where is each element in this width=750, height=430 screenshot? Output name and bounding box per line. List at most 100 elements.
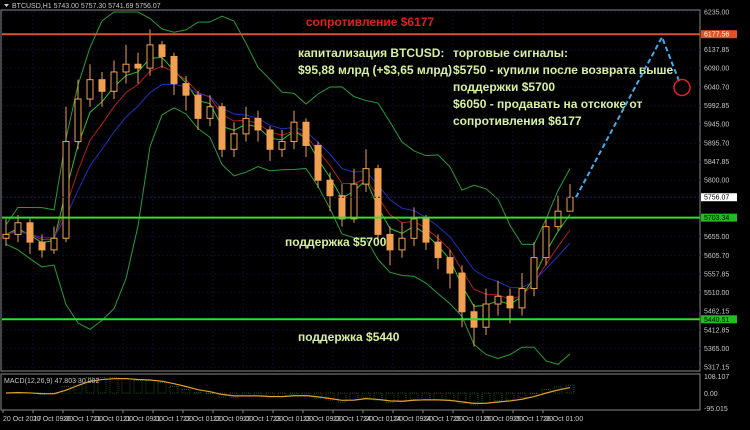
macd-histogram-bar bbox=[445, 392, 455, 402]
macd-histogram-bar bbox=[565, 384, 575, 394]
candle-body bbox=[446, 257, 454, 274]
levels bbox=[2, 33, 700, 321]
macd-histogram-bar bbox=[157, 382, 167, 394]
ma-red bbox=[5, 65, 571, 300]
main-panel-frame bbox=[0, 9, 701, 372]
time-tick-label: 25 Oct 17:00 bbox=[513, 416, 553, 423]
price-axis: 6235.00 6137.85 6090.00 6040.70 5992.85 5945.… bbox=[701, 10, 737, 372]
candle-body bbox=[350, 183, 358, 220]
signals-line-1: $5750 - купили после возврата выше bbox=[453, 63, 673, 77]
symbol-info: BTCUSD,H1 5743.00 5757.30 5741.69 5756.0… bbox=[12, 3, 161, 10]
price-tick-label: 6235.00 bbox=[704, 10, 729, 17]
ma-green bbox=[5, 56, 571, 307]
candle-body bbox=[110, 71, 118, 92]
candle-body bbox=[326, 179, 334, 197]
candle-body bbox=[302, 121, 310, 146]
price-tick-label: 5412.85 bbox=[704, 327, 729, 334]
candle-body bbox=[14, 222, 22, 235]
forecast-dashed-line bbox=[575, 34, 681, 198]
candle-body bbox=[386, 233, 394, 251]
candle-body bbox=[74, 98, 82, 143]
candle-body bbox=[230, 133, 238, 150]
candle-body bbox=[314, 144, 322, 181]
macd-histogram-bar bbox=[385, 392, 395, 403]
time-tick-label: 24 Oct 09:00 bbox=[393, 416, 433, 423]
candle-body bbox=[158, 44, 166, 57]
time-tick-label: 26 Oct 01:00 bbox=[543, 416, 583, 423]
ma-blue bbox=[5, 83, 571, 289]
macd-histogram-bar bbox=[85, 376, 95, 394]
time-tick-label: 20 Oct 17:00 bbox=[63, 416, 103, 423]
cap-line-2: $95,88 млрд (+$3,65 млрд) bbox=[298, 63, 452, 77]
forecast-arrow bbox=[575, 34, 691, 198]
macd-signal-line bbox=[5, 378, 571, 405]
candle-body bbox=[38, 241, 46, 251]
candle-body bbox=[434, 241, 442, 259]
candle-body bbox=[254, 117, 262, 131]
signals-line-3: $6050 - продавать на отскоке от bbox=[453, 97, 642, 111]
macd-tick-label: 108.107 bbox=[704, 374, 729, 381]
macd-panel: 108.107 0.00 -95.015 bbox=[5, 374, 729, 413]
candle-body bbox=[362, 168, 370, 185]
candle-body bbox=[566, 196, 574, 212]
price-tick-label: 5847.85 bbox=[704, 159, 729, 166]
price-marker-bg bbox=[701, 315, 737, 324]
candle-body bbox=[194, 94, 202, 119]
macd-histogram-bar bbox=[517, 392, 527, 398]
support-label-5700: поддержка $5700 bbox=[285, 235, 387, 249]
price-marker-label: 6177.56 bbox=[704, 32, 729, 39]
price-tick-label: 5365.00 bbox=[704, 346, 729, 353]
macd-histogram-bar bbox=[289, 392, 299, 396]
resistance-label: сопротивление $6177 bbox=[306, 15, 435, 29]
support-label-5440: поддержка $5440 bbox=[298, 330, 400, 344]
macd-histogram-bar bbox=[325, 392, 335, 401]
target-circle-icon bbox=[673, 78, 691, 97]
candle-body bbox=[122, 63, 130, 73]
time-tick-label: 24 Oct 17:00 bbox=[423, 416, 463, 423]
price-tick-label: 5462.15 bbox=[704, 308, 729, 315]
macd-histogram-bar bbox=[553, 386, 563, 394]
macd-histogram-bar bbox=[97, 377, 107, 394]
price-marker-label: 5440.51 bbox=[704, 317, 729, 324]
candle-body bbox=[218, 106, 226, 150]
macd-panel-frame bbox=[0, 373, 701, 411]
candle-body bbox=[506, 295, 514, 309]
price-tick-label: 5992.85 bbox=[704, 103, 729, 110]
price-tick-label: 5510.00 bbox=[704, 290, 729, 297]
time-tick-label: 24 Oct 01:00 bbox=[363, 416, 403, 423]
signals-line-4: сопротивления $6177 bbox=[453, 114, 582, 128]
candle-body bbox=[458, 272, 466, 313]
candle-body bbox=[494, 295, 502, 305]
macd-histogram-bar bbox=[361, 392, 371, 398]
candle-body bbox=[86, 79, 94, 100]
indicators bbox=[5, 11, 571, 365]
macd-label: MACD(12,26,9) 47.803 30.002 bbox=[4, 378, 99, 385]
bollinger-lower bbox=[5, 107, 571, 365]
collapse-triangle-icon[interactable] bbox=[4, 4, 9, 7]
candle-body bbox=[266, 129, 274, 150]
candle-body bbox=[98, 79, 106, 92]
price-tick-label: 5800.00 bbox=[704, 178, 729, 185]
candle-body bbox=[2, 233, 10, 239]
macd-histogram-bar bbox=[409, 392, 419, 400]
candle-body bbox=[206, 106, 214, 119]
time-tick-label: 25 Oct 01:00 bbox=[453, 416, 493, 423]
signals-line-2: поддержки $5700 bbox=[453, 80, 555, 94]
macd-histogram-bar bbox=[109, 377, 119, 394]
time-tick-label: 23 Oct 09:00 bbox=[303, 416, 343, 423]
macd-histogram-bar bbox=[61, 386, 71, 394]
price-marker-bg bbox=[701, 213, 737, 222]
time-tick-label: 23 Oct 01:00 bbox=[273, 416, 313, 423]
candle-body bbox=[146, 44, 154, 69]
candle-body bbox=[242, 117, 250, 135]
candle-body bbox=[50, 237, 58, 251]
candle-body bbox=[62, 141, 70, 239]
price-tick-label: 6090.00 bbox=[704, 66, 729, 73]
candle-body bbox=[338, 195, 346, 220]
price-tick-label: 5557.85 bbox=[704, 271, 729, 278]
macd-histogram-bar bbox=[133, 380, 143, 394]
time-tick-label: 20 Oct 09:00 bbox=[33, 416, 73, 423]
candle-body bbox=[422, 218, 430, 243]
macd-tick-label: 0.00 bbox=[704, 391, 718, 398]
